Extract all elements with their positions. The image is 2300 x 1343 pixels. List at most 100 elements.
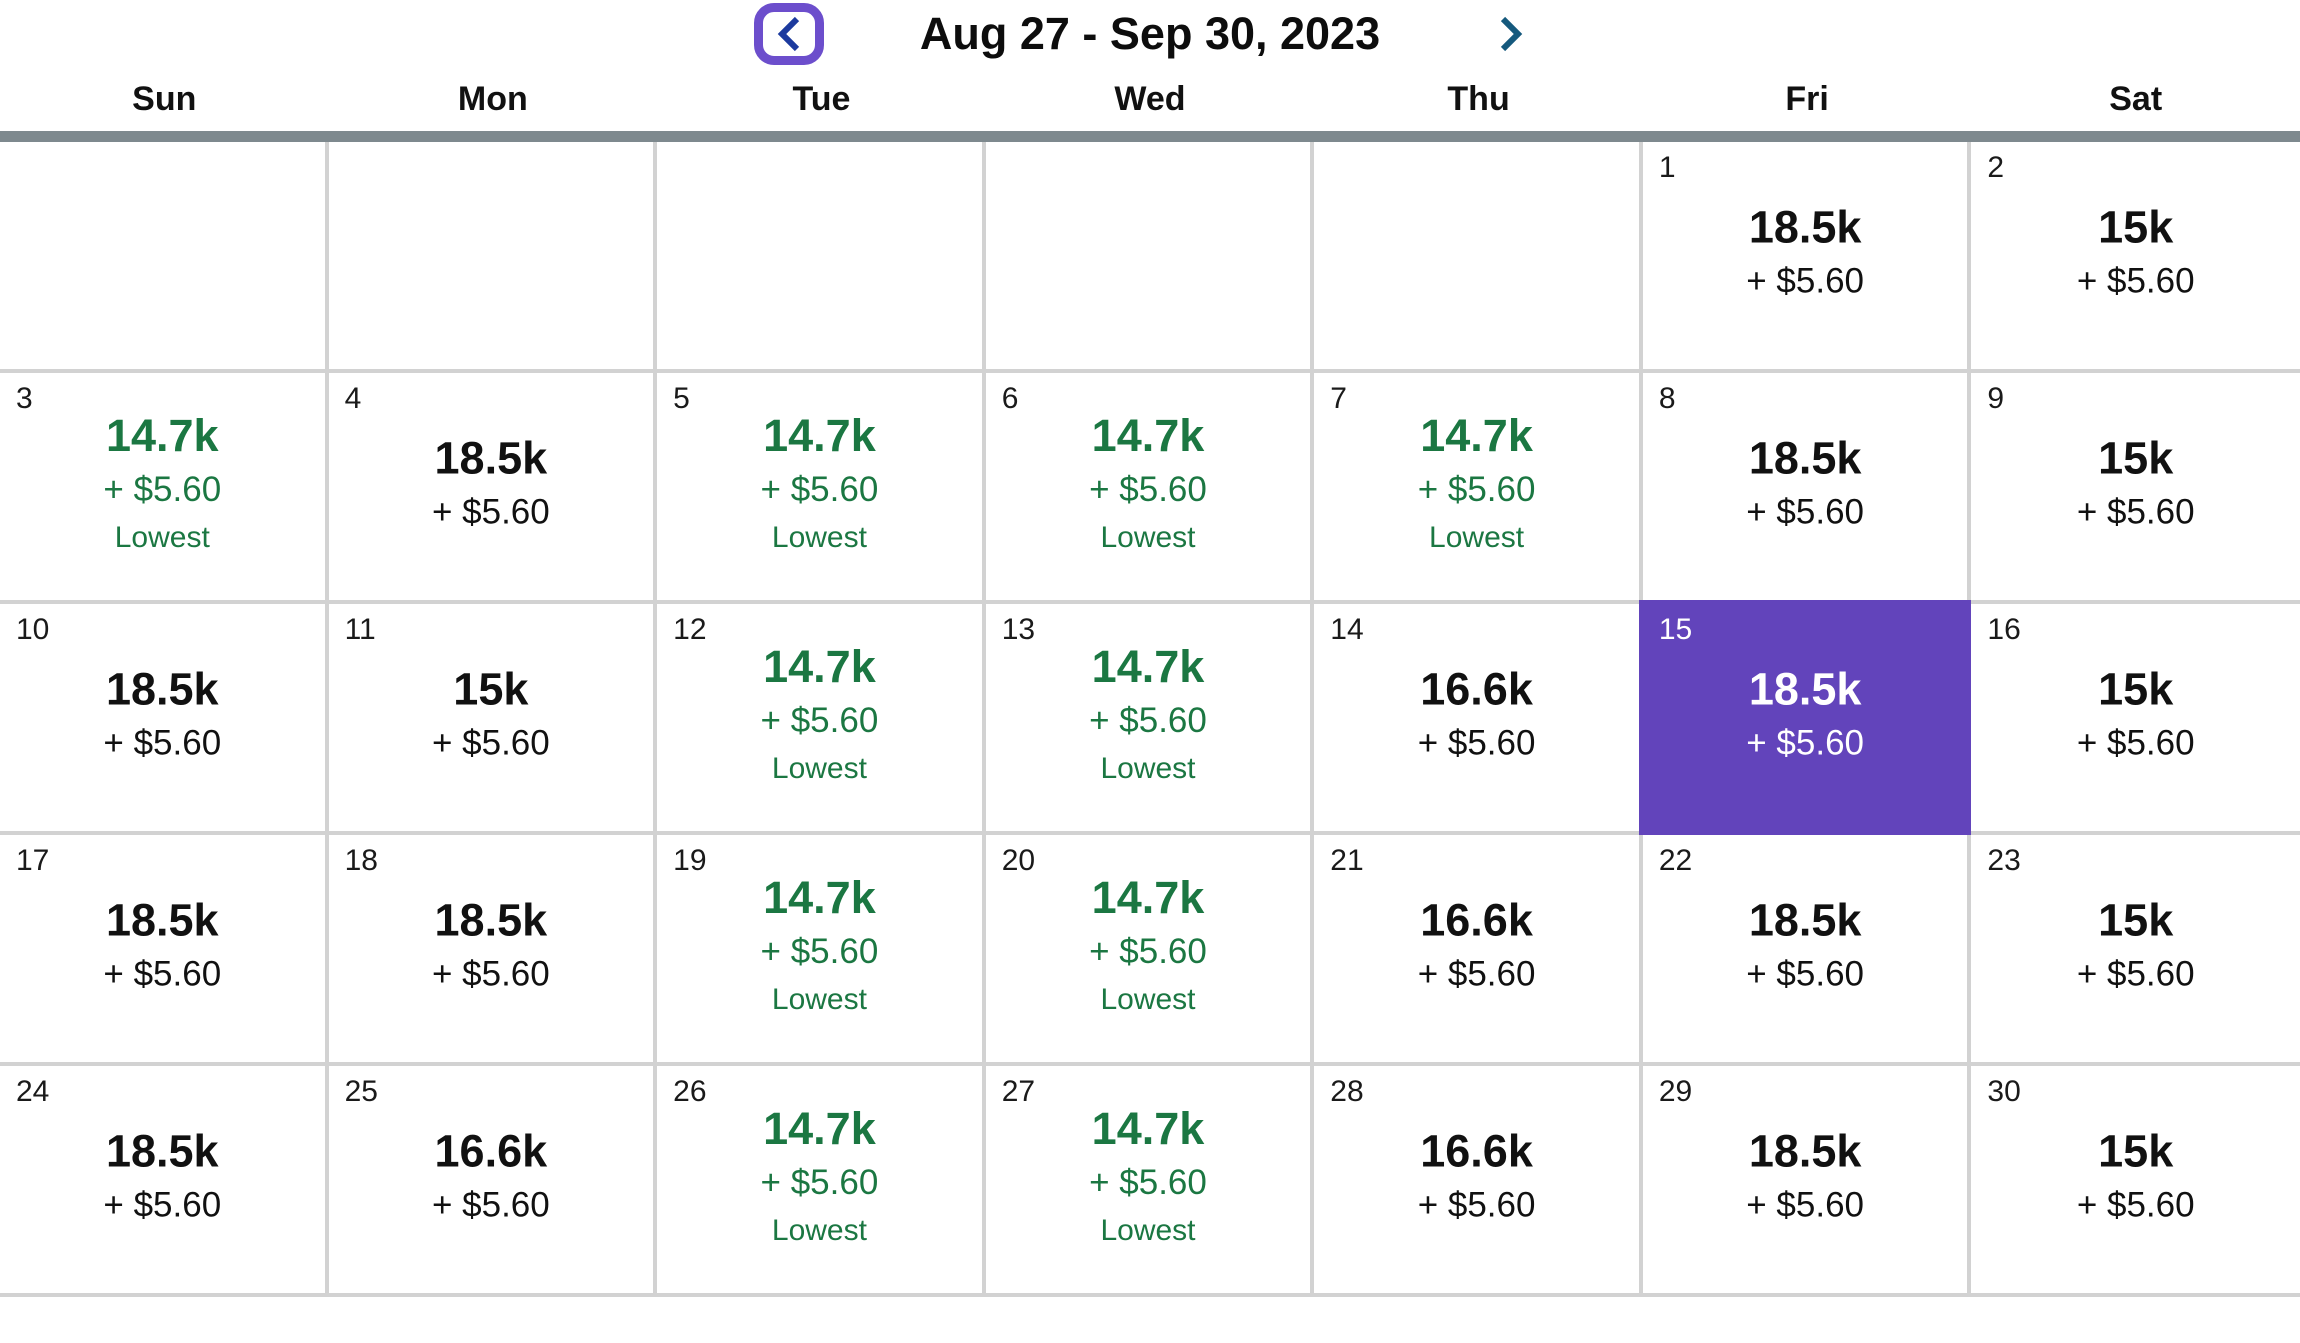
miles-price: 18.5k: [105, 662, 219, 714]
day-cell-sep-24[interactable]: 24 18.5k + $5.60: [0, 1066, 329, 1297]
price-block: 16.6k + $5.60: [1314, 1123, 1639, 1232]
miles-price: 15k: [2098, 431, 2174, 483]
miles-price: 18.5k: [1748, 200, 1862, 252]
miles-price: 15k: [2098, 1124, 2174, 1176]
day-cell-sep-13[interactable]: 13 14.7k + $5.60 Lowest: [985, 604, 1315, 835]
miles-price: 14.7k: [763, 640, 876, 692]
day-cell-sep-11[interactable]: 11 15k + $5.60: [328, 604, 658, 835]
taxes-fees: + $5.60: [431, 954, 550, 994]
price-block: 14.7k + $5.60 Lowest: [657, 638, 982, 790]
taxes-fees: + $5.60: [760, 469, 879, 509]
day-cell-sep-9[interactable]: 9 15k + $5.60: [1971, 373, 2300, 604]
price-block: 15k + $5.60: [1971, 892, 2300, 1001]
miles-price: 14.7k: [763, 409, 876, 461]
weekday-sun: Sun: [132, 80, 197, 118]
day-number: 16: [1987, 613, 2021, 646]
taxes-fees: + $5.60: [1417, 723, 1536, 763]
day-number: 18: [344, 844, 378, 877]
empty-day-cell: [0, 142, 329, 373]
day-number: 27: [1001, 1075, 1036, 1108]
miles-price: 16.6k: [434, 1124, 548, 1176]
taxes-fees: + $5.60: [2076, 492, 2195, 532]
miles-price: 14.7k: [1420, 409, 1533, 461]
day-cell-sep-29[interactable]: 29 18.5k + $5.60: [1642, 1066, 1972, 1297]
taxes-fees: + $5.60: [2076, 723, 2195, 763]
lowest-badge: Lowest: [1100, 521, 1196, 555]
price-block: 18.5k + $5.60: [1643, 199, 1968, 308]
day-number: 4: [344, 382, 362, 415]
day-number: 14: [1330, 613, 1364, 646]
taxes-fees: + $5.60: [760, 931, 879, 971]
price-block: 15k + $5.60: [1971, 1123, 2300, 1232]
miles-price: 18.5k: [434, 893, 548, 945]
previous-dates-button[interactable]: [753, 3, 824, 65]
day-cell-sep-6[interactable]: 6 14.7k + $5.60 Lowest: [985, 373, 1315, 604]
price-block: 14.7k + $5.60 Lowest: [986, 869, 1311, 1021]
day-cell-sep-26[interactable]: 26 14.7k + $5.60 Lowest: [657, 1066, 986, 1297]
weekday-mon: Mon: [457, 80, 528, 118]
price-block: 18.5k + $5.60: [1643, 1123, 1968, 1232]
day-cell-sep-3[interactable]: 3 14.7k + $5.60 Lowest: [0, 373, 329, 604]
day-number: 19: [673, 844, 707, 877]
day-cell-sep-10[interactable]: 10 18.5k + $5.60: [0, 604, 329, 835]
miles-price: 14.7k: [763, 1102, 876, 1154]
day-cell-sep-12[interactable]: 12 14.7k + $5.60 Lowest: [657, 604, 986, 835]
day-cell-sep-20[interactable]: 20 14.7k + $5.60 Lowest: [985, 835, 1315, 1066]
miles-price: 14.7k: [1091, 409, 1205, 461]
miles-price: 16.6k: [1420, 662, 1533, 714]
empty-day-cell: [657, 142, 986, 373]
day-cell-sep-25[interactable]: 25 16.6k + $5.60: [328, 1066, 658, 1297]
next-dates-button[interactable]: [1476, 3, 1546, 65]
miles-price: 15k: [2098, 662, 2174, 714]
day-number: 30: [1987, 1075, 2021, 1108]
price-block: 18.5k + $5.60: [329, 892, 654, 1001]
day-cell-sep-30[interactable]: 30 15k + $5.60: [1971, 1066, 2300, 1297]
price-block: 14.7k + $5.60 Lowest: [657, 1100, 982, 1252]
day-cell-sep-14[interactable]: 14 16.6k + $5.60: [1314, 604, 1643, 835]
price-block: 14.7k + $5.60 Lowest: [986, 638, 1311, 790]
price-block: 14.7k + $5.60 Lowest: [986, 1100, 1311, 1252]
price-block: 18.5k + $5.60: [1643, 892, 1968, 1001]
price-block: 18.5k + $5.60: [1643, 430, 1968, 539]
day-cell-sep-8[interactable]: 8 18.5k + $5.60: [1642, 373, 1972, 604]
day-cell-sep-15[interactable]: 15 18.5k + $5.60: [1638, 600, 1972, 835]
empty-day-cell: [328, 142, 658, 373]
day-cell-sep-5[interactable]: 5 14.7k + $5.60 Lowest: [657, 373, 986, 604]
taxes-fees: + $5.60: [1417, 469, 1536, 509]
weekday-fri: Fri: [1785, 80, 1829, 118]
price-block: 18.5k + $5.60: [0, 1123, 325, 1232]
day-cell-sep-16[interactable]: 16 15k + $5.60: [1971, 604, 2300, 835]
lowest-badge: Lowest: [771, 521, 867, 555]
day-number: 23: [1987, 844, 2021, 877]
weekday-tue: Tue: [792, 80, 851, 118]
day-number: 9: [1987, 382, 2005, 415]
miles-price: 18.5k: [1748, 893, 1862, 945]
day-cell-sep-7[interactable]: 7 14.7k + $5.60 Lowest: [1314, 373, 1643, 604]
day-cell-sep-22[interactable]: 22 18.5k + $5.60: [1642, 835, 1972, 1066]
taxes-fees: + $5.60: [431, 492, 550, 532]
day-number: 7: [1330, 382, 1347, 415]
day-number: 25: [344, 1075, 378, 1108]
day-cell-sep-1[interactable]: 1 18.5k + $5.60: [1642, 142, 1972, 373]
day-cell-sep-4[interactable]: 4 18.5k + $5.60: [328, 373, 658, 604]
day-cell-sep-27[interactable]: 27 14.7k + $5.60 Lowest: [985, 1066, 1315, 1297]
day-cell-sep-21[interactable]: 21 16.6k + $5.60: [1314, 835, 1643, 1066]
day-cell-sep-23[interactable]: 23 15k + $5.60: [1971, 835, 2300, 1066]
taxes-fees: + $5.60: [1089, 700, 1207, 740]
miles-price: 15k: [2098, 200, 2174, 252]
taxes-fees: + $5.60: [1089, 931, 1207, 971]
taxes-fees: + $5.60: [1746, 492, 1864, 532]
lowest-badge: Lowest: [771, 1214, 867, 1248]
day-cell-sep-2[interactable]: 2 15k + $5.60: [1971, 142, 2300, 373]
day-cell-sep-18[interactable]: 18 18.5k + $5.60: [328, 835, 658, 1066]
date-range-title: Aug 27 - Sep 30, 2023: [919, 8, 1381, 59]
day-cell-sep-19[interactable]: 19 14.7k + $5.60 Lowest: [657, 835, 986, 1066]
taxes-fees: + $5.60: [103, 1185, 222, 1225]
taxes-fees: + $5.60: [103, 469, 222, 509]
lowest-badge: Lowest: [1100, 983, 1196, 1017]
taxes-fees: + $5.60: [760, 700, 879, 740]
day-cell-sep-28[interactable]: 28 16.6k + $5.60: [1314, 1066, 1643, 1297]
day-cell-sep-17[interactable]: 17 18.5k + $5.60: [0, 835, 329, 1066]
miles-price: 14.7k: [1091, 640, 1205, 692]
price-block: 16.6k + $5.60: [1314, 661, 1639, 770]
